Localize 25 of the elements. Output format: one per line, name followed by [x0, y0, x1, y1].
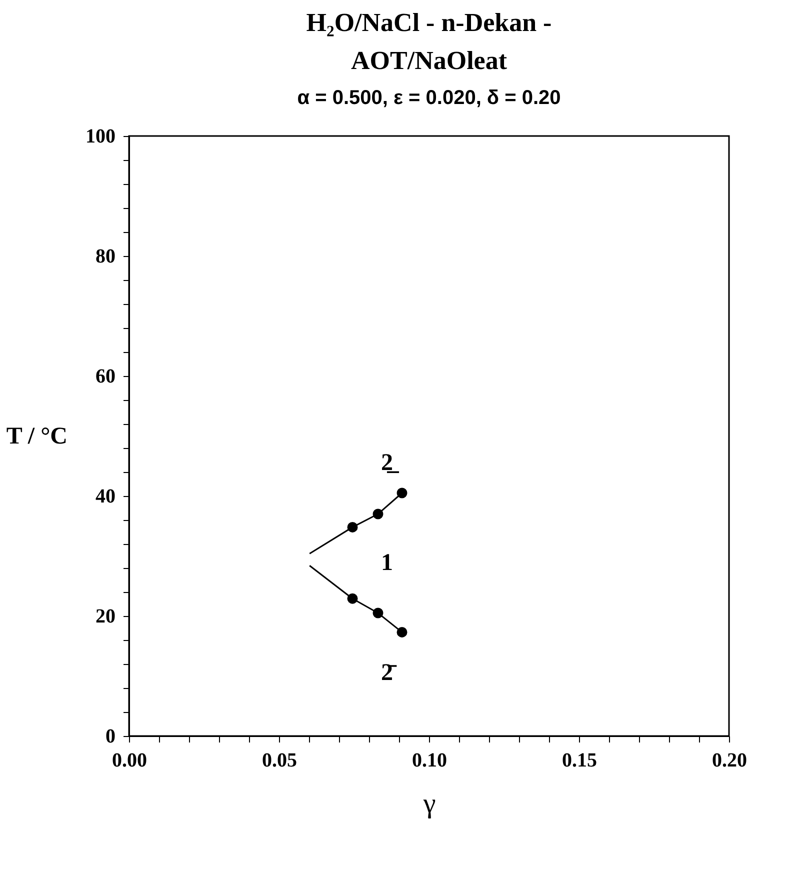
- x-tick-label: 0.15: [562, 750, 597, 772]
- y-tick-label: 20: [96, 606, 116, 628]
- y-tick-label: 80: [96, 246, 116, 268]
- y-axis-title: T / °C: [6, 424, 68, 450]
- point: [372, 508, 384, 520]
- point: [396, 626, 408, 638]
- y-tick-label: 60: [96, 366, 116, 388]
- text: AOT/NaOleat: [351, 46, 507, 75]
- point: [396, 488, 408, 498]
- text: H₂O/NaCl - n-Dekan -: [306, 8, 552, 37]
- y-tick-label: 40: [96, 486, 116, 508]
- point: [347, 522, 358, 532]
- x-axis-title: γ: [422, 788, 436, 820]
- point: [372, 608, 384, 618]
- annotation: 1: [381, 550, 393, 576]
- annotation: 2̲: [381, 450, 400, 476]
- x-tick-label: 0.20: [712, 750, 747, 772]
- chart-subtitle: α = 0.500, ε = 0.020, δ = 0.20: [297, 87, 561, 109]
- x-tick-label: 0.10: [412, 750, 447, 772]
- x-tick-label: 0.00: [112, 750, 147, 772]
- y-tick-label: 0: [106, 726, 116, 748]
- x-tick-label: 0.05: [262, 750, 297, 772]
- point: [347, 593, 358, 604]
- y-tick-label: 100: [86, 126, 116, 148]
- annotation: 2̄: [381, 660, 397, 686]
